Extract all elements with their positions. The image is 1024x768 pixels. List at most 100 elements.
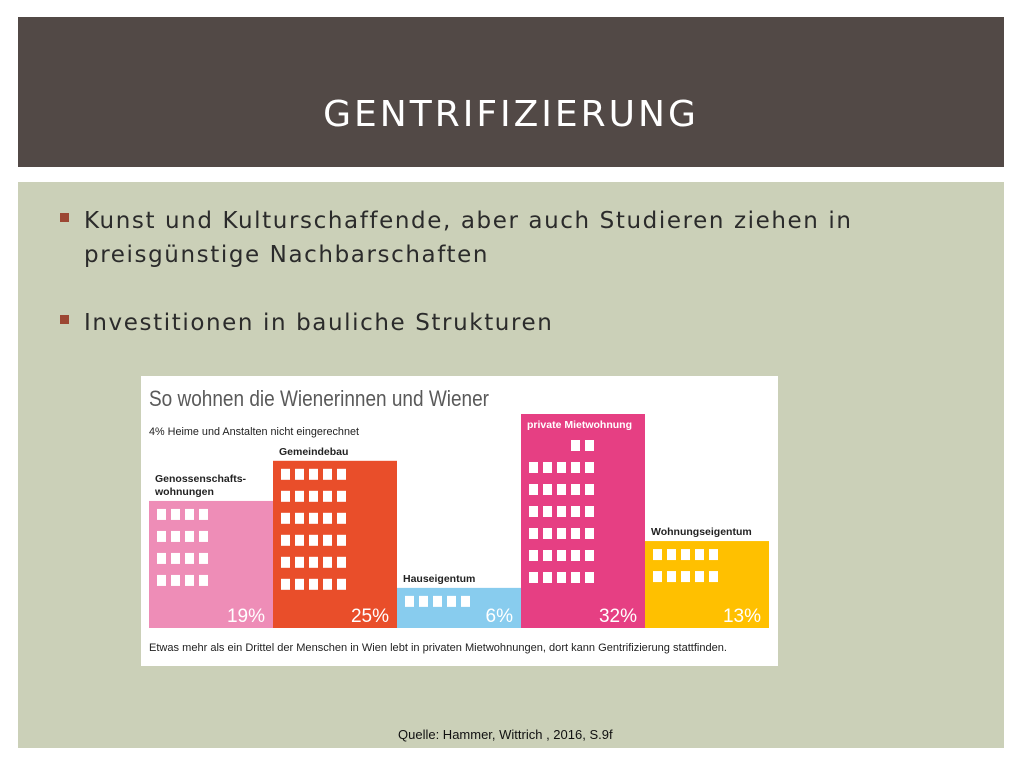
- housing-chart: So wohnen die Wienerinnen und Wiener 4% …: [141, 376, 778, 666]
- window-icon: [157, 508, 166, 520]
- bullet-item-2: Investitionen in bauliche Strukturen: [60, 306, 960, 340]
- window-icon: [681, 549, 690, 561]
- window-icon: [529, 550, 538, 561]
- window-icon: [323, 534, 332, 546]
- window-icon: [557, 462, 566, 473]
- window-icon: [529, 572, 538, 583]
- window-icon: [171, 552, 180, 564]
- window-icon: [295, 512, 304, 524]
- window-icon: [309, 468, 318, 480]
- source-citation: Quelle: Hammer, Wittrich , 2016, S.9f: [398, 727, 613, 742]
- window-icon: [681, 571, 690, 583]
- window-icon: [337, 578, 346, 590]
- value-label: 25%: [351, 606, 389, 627]
- window-icon: [585, 572, 594, 583]
- window-icon: [281, 556, 290, 568]
- window-icon: [281, 534, 290, 546]
- window-icon: [571, 484, 580, 495]
- bar-group-3: Hauseigentum 6%: [397, 573, 521, 628]
- bar: [273, 460, 397, 628]
- window-icon: [157, 574, 166, 586]
- bullet-square-icon: [60, 213, 69, 222]
- window-icon: [709, 549, 718, 561]
- window-icon: [557, 528, 566, 539]
- window-icon: [543, 462, 552, 473]
- value-label: 32%: [599, 606, 637, 627]
- window-icon: [529, 462, 538, 473]
- window-icon: [557, 506, 566, 517]
- window-icon: [199, 552, 208, 564]
- window-icon: [653, 549, 662, 561]
- window-icon: [337, 468, 346, 480]
- window-icon: [667, 571, 676, 583]
- window-icon: [419, 595, 428, 607]
- slide-title: GENTRIFIZIERUNG: [323, 94, 699, 135]
- bullet-text: Investitionen in bauliche Strukturen: [84, 310, 554, 336]
- window-icon: [323, 468, 332, 480]
- bar-group-4: private Mietwohnung 32%: [521, 414, 645, 628]
- window-icon: [585, 506, 594, 517]
- window-icon: [461, 595, 470, 607]
- window-icon: [585, 440, 594, 451]
- window-icon: [571, 462, 580, 473]
- window-icon: [529, 528, 538, 539]
- window-icon: [281, 468, 290, 480]
- window-icon: [171, 530, 180, 542]
- bar: [149, 500, 273, 628]
- bar-group-1: Genossenschafts-wohnungen 19%: [149, 473, 273, 628]
- window-icon: [337, 490, 346, 502]
- category-label: private Mietwohnung: [527, 419, 632, 431]
- window-icon: [309, 556, 318, 568]
- window-icon: [199, 530, 208, 542]
- window-icon: [185, 508, 194, 520]
- chart-caption: Etwas mehr als ein Drittel der Menschen …: [149, 642, 727, 654]
- bar-group-5: Wohnungseigentum 13%: [645, 526, 769, 628]
- window-icon: [295, 490, 304, 502]
- category-label: Hauseigentum: [403, 573, 475, 585]
- window-icon: [557, 572, 566, 583]
- window-icon: [571, 572, 580, 583]
- window-icon: [571, 550, 580, 561]
- window-icon: [171, 508, 180, 520]
- window-icon: [695, 549, 704, 561]
- window-icon: [157, 552, 166, 564]
- window-icon: [571, 528, 580, 539]
- bullet-list: Kunst und Kulturschaffende, aber auch St…: [60, 204, 960, 374]
- chart-canvas: So wohnen die Wienerinnen und Wiener 4% …: [149, 386, 769, 654]
- window-icon: [695, 571, 704, 583]
- window-icon: [557, 484, 566, 495]
- window-icon: [185, 552, 194, 564]
- window-icon: [323, 490, 332, 502]
- window-icon: [309, 534, 318, 546]
- category-label: Gemeindebau: [279, 446, 348, 458]
- window-icon: [281, 578, 290, 590]
- window-icon: [543, 572, 552, 583]
- window-icon: [585, 484, 594, 495]
- window-icon: [543, 506, 552, 517]
- window-icon: [337, 512, 346, 524]
- chart-subtitle: 4% Heime und Anstalten nicht eingerechne…: [149, 426, 359, 438]
- window-icon: [185, 530, 194, 542]
- window-icon: [667, 549, 676, 561]
- bar: [521, 414, 645, 628]
- window-icon: [295, 534, 304, 546]
- category-label: Genossenschafts-wohnungen: [154, 473, 247, 498]
- category-label: Wohnungseigentum: [651, 526, 752, 538]
- bullet-text: Kunst und Kulturschaffende, aber auch St…: [84, 208, 853, 268]
- window-icon: [433, 595, 442, 607]
- value-label: 19%: [227, 606, 265, 627]
- window-icon: [323, 578, 332, 590]
- window-icon: [337, 556, 346, 568]
- window-icon: [571, 440, 580, 451]
- window-icon: [295, 468, 304, 480]
- window-icon: [281, 490, 290, 502]
- window-icon: [709, 571, 718, 583]
- window-icon: [323, 556, 332, 568]
- window-icon: [585, 528, 594, 539]
- value-label: 13%: [723, 606, 761, 627]
- window-icon: [309, 578, 318, 590]
- window-icon: [309, 512, 318, 524]
- bar: [397, 587, 521, 628]
- window-icon: [585, 550, 594, 561]
- window-icon: [447, 595, 456, 607]
